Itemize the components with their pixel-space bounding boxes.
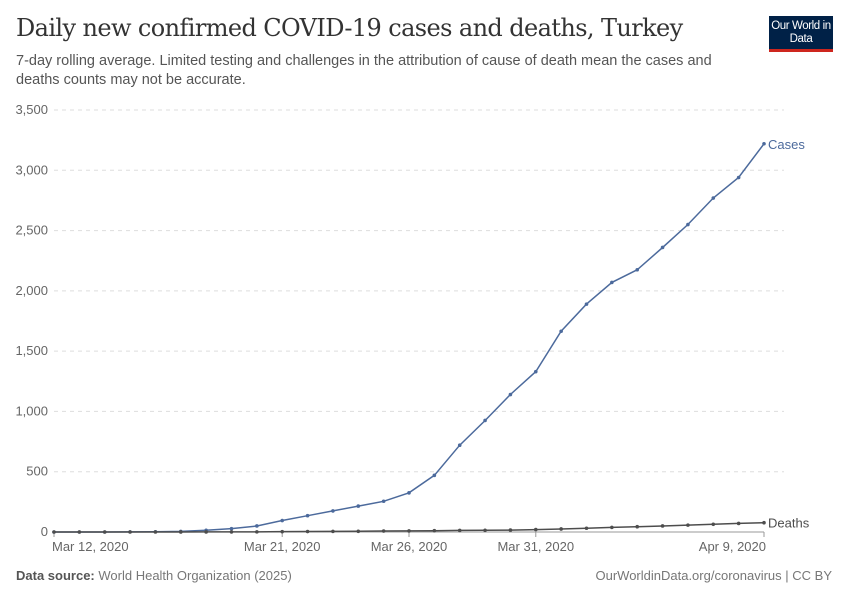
data-point <box>305 513 310 518</box>
data-point <box>508 392 513 397</box>
y-tick-label: 1,000 <box>15 403 48 418</box>
data-point <box>356 529 361 534</box>
y-tick-label: 0 <box>41 524 48 539</box>
data-point <box>660 524 665 528</box>
source-label: Data source: <box>16 568 95 583</box>
series-label-deaths: Deaths <box>768 516 810 531</box>
x-tick-label: Mar 21, 2020 <box>244 539 321 554</box>
footer-link[interactable]: OurWorldinData.org/coronavirus | CC BY <box>595 568 832 583</box>
y-tick-label: 3,000 <box>15 162 48 177</box>
data-source: Data source: World Health Organization (… <box>16 568 292 583</box>
x-tick-label: Mar 31, 2020 <box>497 539 574 554</box>
y-tick-label: 3,500 <box>15 102 48 117</box>
data-point <box>331 529 335 534</box>
data-point <box>280 529 285 534</box>
y-tick-label: 2,500 <box>15 223 48 238</box>
data-point <box>483 528 487 533</box>
data-point <box>584 526 589 531</box>
data-point <box>457 443 462 447</box>
data-point <box>178 530 183 534</box>
data-point <box>559 527 563 531</box>
data-point <box>52 530 56 534</box>
data-point <box>432 473 437 478</box>
data-point <box>407 491 411 495</box>
x-tick-label: Apr 9, 2020 <box>699 539 766 554</box>
data-point <box>255 530 259 534</box>
data-point <box>610 280 614 285</box>
data-point <box>407 529 411 533</box>
chart-title: Daily new confirmed COVID-19 cases and d… <box>16 14 683 42</box>
data-point <box>736 175 741 180</box>
data-point <box>635 524 640 529</box>
data-point <box>508 528 513 532</box>
source-value: World Health Organization (2025) <box>98 568 292 583</box>
y-tick-label: 500 <box>26 464 48 479</box>
data-point <box>356 504 361 508</box>
data-point <box>77 530 82 534</box>
data-point <box>381 499 386 504</box>
data-point <box>483 418 487 423</box>
data-point <box>381 529 386 533</box>
data-point <box>533 369 538 374</box>
y-tick-label: 1,500 <box>15 343 48 358</box>
data-point <box>305 529 310 534</box>
data-point <box>584 302 589 306</box>
data-point <box>204 530 208 534</box>
data-point <box>711 522 716 527</box>
data-point <box>711 196 716 200</box>
data-point <box>559 329 563 334</box>
data-point <box>762 141 766 146</box>
data-point <box>635 267 640 272</box>
x-tick-label: Mar 12, 2020 <box>52 539 129 554</box>
data-point <box>153 530 158 534</box>
data-point <box>128 530 132 534</box>
data-point <box>457 528 462 533</box>
data-point <box>610 525 614 530</box>
data-point <box>331 509 335 513</box>
owid-logo[interactable]: Our World in Data <box>769 16 833 52</box>
data-point <box>686 222 690 227</box>
data-point <box>762 520 766 525</box>
data-point <box>229 526 234 531</box>
series-label-cases: Cases <box>768 137 805 152</box>
y-tick-label: 2,000 <box>15 283 48 298</box>
data-point <box>102 530 107 534</box>
series-line-cases <box>54 143 765 533</box>
x-tick-label: Mar 26, 2020 <box>371 539 448 554</box>
data-point <box>229 530 234 534</box>
chart-subtitle: 7-day rolling average. Limited testing a… <box>16 53 712 88</box>
data-point <box>533 527 538 532</box>
data-point <box>660 245 665 250</box>
data-point <box>255 524 259 528</box>
data-point <box>686 523 690 527</box>
data-point <box>432 528 437 533</box>
data-point <box>736 521 741 526</box>
data-point <box>280 518 285 523</box>
